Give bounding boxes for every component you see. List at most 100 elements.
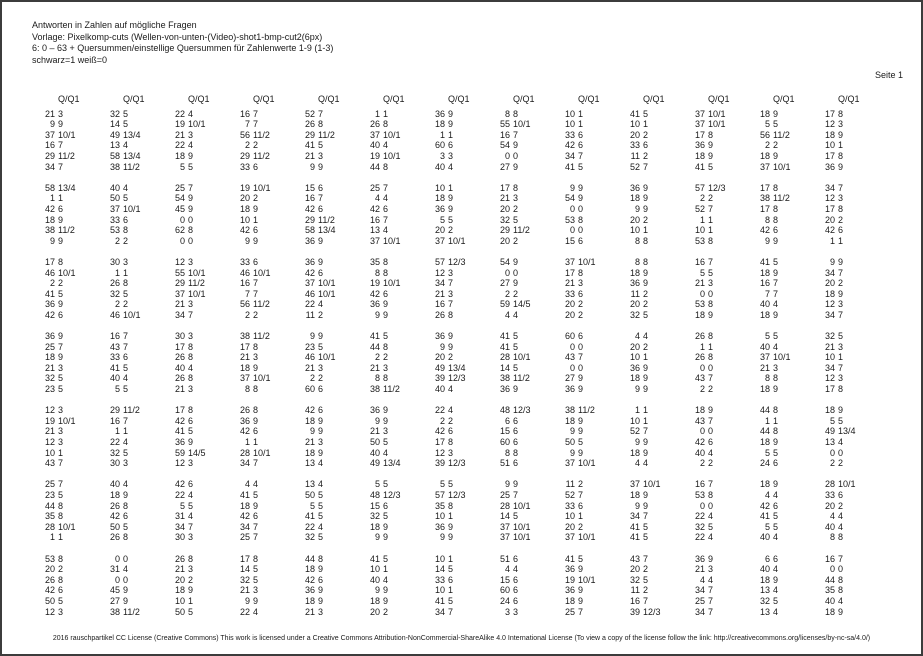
cell-quersumme: 7: [578, 606, 584, 617]
table-cell: 46 10/1: [298, 352, 363, 363]
cell-quersumme: 1: [58, 193, 64, 204]
table-cell: 36 9: [623, 278, 688, 289]
cell-quersumme: 10/1: [513, 119, 531, 130]
table-cell: 34 7: [168, 310, 233, 321]
cell-quersumme: 9: [773, 108, 779, 119]
cell-value: 41: [499, 331, 510, 342]
cell-value: 21: [304, 150, 315, 161]
cell-value: 22: [304, 521, 315, 532]
cell-quersumme: 8: [448, 437, 454, 447]
cell-value: 2: [699, 458, 705, 469]
cell-value: 22: [174, 108, 185, 119]
cell-quersumme: 6: [188, 479, 194, 490]
cell-quersumme: 4: [253, 479, 259, 490]
cell-quersumme: 7: [188, 182, 194, 193]
cell-value: 41: [759, 511, 770, 522]
cell-value: 18: [304, 447, 315, 458]
table-cell: 33 6: [233, 162, 298, 173]
cell-quersumme: 2: [708, 384, 714, 395]
cell-value: 18: [369, 521, 380, 532]
cell-quersumme: 7: [253, 521, 259, 532]
cell-value: 17: [239, 553, 250, 564]
cell-quersumme: 9: [448, 521, 454, 532]
table-cell: 38 11/2: [558, 405, 623, 416]
cell-quersumme: 9: [188, 585, 194, 596]
cell-value: 52: [564, 489, 575, 500]
cell-quersumme: 4: [188, 511, 194, 522]
cell-quersumme: 9: [708, 553, 714, 564]
cell-value: 52: [694, 203, 705, 214]
table-row: 9 9 2 2 0 0 9 9 36 9 37 10/1 37 10/1 20 2 15 6 8 8 53 8 9 9 1 1: [38, 236, 883, 247]
cell-value: 17: [564, 267, 575, 278]
cell-quersumme: 9: [318, 161, 324, 172]
table-cell: 33 6: [103, 215, 168, 226]
cell-value: 41: [174, 426, 185, 437]
cell-quersumme: 5: [708, 521, 714, 532]
cell-quersumme: 9: [708, 405, 714, 416]
cell-value: 12: [824, 193, 835, 204]
cell-quersumme: 1: [578, 119, 584, 130]
cell-value: 53: [694, 489, 705, 500]
table-cell: 20 2: [428, 225, 493, 236]
table-row: 37 10/1 49 13/4 21 3 56 11/2 29 11/2 37 10/1 1 1 16 7 33…: [38, 130, 883, 141]
cell-quersumme: 5: [578, 161, 584, 172]
table-cell: 33 6: [233, 257, 298, 268]
cell-value: 10: [824, 140, 835, 151]
cell-value: 9: [764, 235, 770, 246]
cell-value: 1: [114, 426, 120, 437]
cell-quersumme: 1: [578, 511, 584, 522]
table-cell: 27 9: [558, 373, 623, 384]
cell-value: 18: [109, 489, 120, 500]
table-cell: 21 3: [558, 278, 623, 289]
table-cell: 15 6: [493, 575, 558, 586]
cell-quersumme: 6: [578, 140, 584, 151]
table-cell: 33 6: [623, 140, 688, 151]
cell-quersumme: 8: [838, 574, 844, 585]
cell-value: 9: [49, 235, 55, 246]
cell-value: 50: [109, 521, 120, 532]
cell-quersumme: 3: [708, 564, 714, 575]
cell-quersumme: 8: [58, 553, 64, 564]
cell-value: 21: [239, 585, 250, 596]
cell-quersumme: 2: [513, 203, 519, 214]
table-cell: 20 2: [493, 204, 558, 215]
cell-value: 36: [304, 235, 315, 246]
cell-value: 2: [829, 458, 835, 469]
table-cell: 18 9: [298, 416, 363, 427]
cell-quersumme: 6: [383, 500, 389, 511]
cell-value: 40: [369, 447, 380, 458]
table-cell: 40 4: [688, 448, 753, 459]
table-cell: 20 2: [623, 342, 688, 353]
cell-quersumme: 9: [58, 352, 64, 363]
cell-quersumme: 1: [383, 108, 389, 119]
cell-value: 9: [309, 161, 315, 172]
cell-quersumme: 5: [773, 521, 779, 532]
cell-quersumme: 5: [578, 437, 584, 447]
cell-value: 2: [244, 309, 250, 320]
cell-value: 42: [304, 203, 315, 214]
table-cell: 52 7: [298, 109, 363, 120]
table-cell: 60 6: [493, 585, 558, 596]
cell-quersumme: 5: [383, 553, 389, 564]
cell-quersumme: 10/1: [123, 203, 141, 214]
cell-quersumme: 9: [318, 331, 324, 342]
cell-quersumme: 4: [708, 532, 714, 543]
cell-quersumme: 8: [708, 489, 714, 500]
table-cell: 16 7: [363, 215, 428, 226]
table-cell: 36 9: [363, 405, 428, 416]
table-cell: 28 10/1: [818, 479, 883, 490]
table-cell: 43 7: [623, 554, 688, 565]
cell-value: 24: [759, 458, 770, 469]
cell-quersumme: 3: [188, 331, 194, 342]
cell-value: 9: [374, 309, 380, 320]
cell-value: 20: [564, 309, 575, 320]
table-cell: 26 8: [688, 352, 753, 363]
cell-quersumme: 7: [643, 426, 649, 437]
cell-quersumme: 7: [773, 288, 779, 299]
cell-value: 0: [569, 341, 575, 352]
cell-value: 37: [44, 129, 55, 140]
cell-quersumme: 6: [578, 235, 584, 246]
cell-quersumme: 9: [643, 500, 649, 511]
cell-value: 60: [499, 437, 510, 447]
